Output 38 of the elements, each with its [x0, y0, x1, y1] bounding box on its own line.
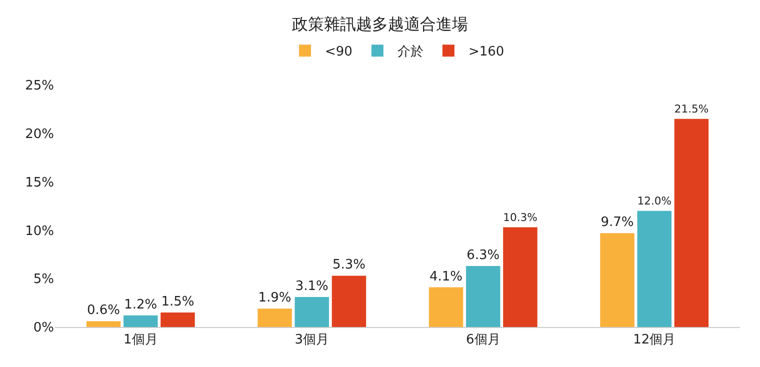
y-tick-label: 20%: [25, 126, 54, 142]
data-label: 12.0%: [637, 194, 672, 208]
legend-label: >160: [468, 44, 504, 60]
x-tick-label: 1個月: [123, 332, 158, 348]
bar: [294, 296, 329, 327]
data-label: 9.7%: [600, 215, 634, 230]
y-tick-label: 25%: [25, 78, 54, 94]
bar: [637, 210, 672, 327]
bar: [503, 227, 538, 327]
bar: [160, 312, 195, 327]
data-label: 21.5%: [674, 102, 709, 116]
x-tick-label: 6個月: [466, 332, 500, 348]
x-tick-label: 3個月: [294, 332, 330, 348]
data-label: 0.6%: [87, 303, 120, 318]
bar: [332, 276, 366, 327]
y-tick-label: 10%: [25, 224, 54, 239]
bar: [124, 315, 158, 327]
bar: [466, 266, 500, 327]
data-label: 5.3%: [332, 258, 366, 273]
y-tick-label: 0%: [33, 320, 54, 336]
data-label: 10.3%: [503, 210, 538, 224]
x-tick-label: 12個月: [633, 332, 676, 348]
data-label: 6.3%: [466, 248, 500, 264]
bar: [600, 233, 634, 327]
data-label: 3.1%: [295, 278, 328, 294]
y-tick-label: 15%: [25, 175, 54, 190]
bar: [258, 308, 292, 327]
chart-title: 政策雜訊越多越適合進場: [292, 14, 468, 34]
bar: [674, 118, 709, 327]
y-tick-label: 5%: [33, 272, 54, 288]
bar: [86, 321, 121, 327]
legend-label: 介於: [397, 44, 424, 60]
data-label: 1.9%: [258, 290, 292, 306]
data-label: 1.5%: [161, 294, 194, 310]
legend-label: <90: [325, 44, 352, 60]
data-label: 1.2%: [124, 297, 158, 312]
data-label: 4.1%: [430, 269, 463, 284]
bar: [428, 287, 464, 327]
